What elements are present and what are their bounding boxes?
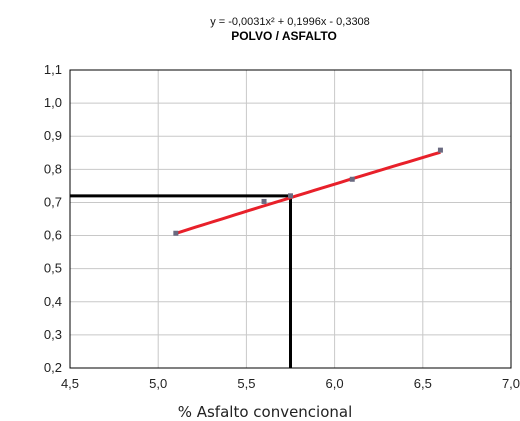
y-tick-label: 0,7 bbox=[44, 194, 62, 209]
x-tick-label: 6,0 bbox=[326, 376, 344, 391]
y-tick-label: 0,2 bbox=[44, 360, 62, 375]
y-tick-label: 0,6 bbox=[44, 228, 62, 243]
y-tick-labels: 0,2 0,3 0,4 0,5 0,6 0,7 0,8 0,9 1,0 1,1 bbox=[44, 62, 62, 375]
y-tick-label: 0,8 bbox=[44, 161, 62, 176]
fit-line bbox=[175, 150, 441, 235]
chart-title: POLVO / ASFALTO bbox=[231, 29, 337, 43]
x-tick-labels: 4,5 5,0 5,5 6,0 6,5 7,0 bbox=[61, 376, 520, 391]
data-point bbox=[288, 193, 293, 199]
y-tick-label: 1,1 bbox=[44, 62, 62, 77]
x-tick-label: 6,5 bbox=[414, 376, 432, 391]
y-tick-label: 0,5 bbox=[44, 261, 62, 276]
data-point bbox=[437, 147, 443, 153]
fit-line-layer bbox=[175, 150, 441, 235]
x-tick-label: 5,5 bbox=[237, 376, 255, 391]
x-axis-label: % Asfalto convencional bbox=[178, 403, 353, 421]
y-tick-label: 0,4 bbox=[44, 294, 62, 309]
chart-equation: y = -0,0031x² + 0,1996x - 0,3308 bbox=[210, 16, 370, 28]
y-tick-label: 0,9 bbox=[44, 128, 62, 143]
data-points bbox=[173, 147, 443, 236]
y-tick-label: 0,3 bbox=[44, 327, 62, 342]
y-tick-label: 1,0 bbox=[44, 95, 62, 110]
data-point bbox=[349, 176, 355, 182]
guide-lines bbox=[70, 194, 292, 368]
data-point bbox=[173, 230, 179, 236]
data-point bbox=[261, 198, 267, 204]
x-tick-label: 4,5 bbox=[61, 376, 79, 391]
x-tick-label: 5,0 bbox=[149, 376, 167, 391]
x-tick-label: 7,0 bbox=[502, 376, 520, 391]
